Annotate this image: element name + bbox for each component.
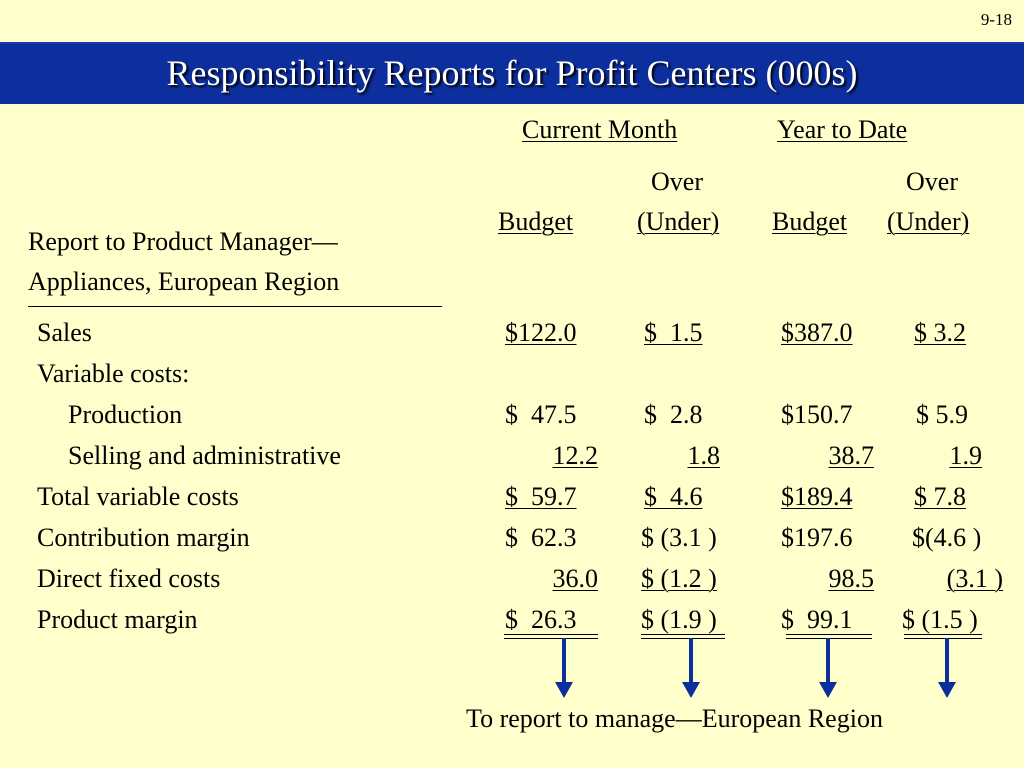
row-label-product-margin: Product margin: [37, 605, 198, 634]
cell-contribution-ytd-over: $(4.6 ): [912, 523, 982, 552]
cm-under-header: (Under): [637, 207, 720, 236]
year-to-date-header: Year to Date: [777, 115, 908, 144]
cell-selling-cm-over: 1.8: [687, 441, 721, 470]
row-label-total-variable: Total variable costs: [37, 482, 239, 511]
cell-product-margin-cm-budget: $ 26.3: [505, 605, 577, 634]
ytd-under-header: (Under): [887, 207, 970, 236]
arrow-down-icon: [819, 638, 837, 698]
slide-title: Responsibility Reports for Profit Center…: [166, 53, 858, 93]
row-label-direct-fixed: Direct fixed costs: [37, 564, 221, 593]
cell-production-cm-over: $ 2.8: [644, 400, 703, 429]
cell-sales-ytd-over: $ 3.2: [914, 318, 966, 347]
cm-budget-header: Budget: [498, 207, 574, 236]
cell-sales-cm-over: $ 1.5: [644, 318, 703, 347]
cell-production-ytd-over: $ 5.9: [916, 400, 968, 429]
cm-over-header: Over: [651, 167, 703, 196]
double-underline-ytd-over: [904, 634, 982, 639]
double-underline-cm-over: [641, 634, 725, 639]
cell-total-variable-cm-over: $ 4.6: [644, 482, 703, 511]
cell-selling-ytd-over: 1.9: [949, 441, 983, 470]
cell-total-variable-ytd-budget: $189.4: [781, 482, 853, 511]
cell-production-cm-budget: $ 47.5: [505, 400, 577, 429]
ytd-over-header: Over: [906, 167, 958, 196]
arrow-down-icon: [682, 638, 700, 698]
cell-selling-ytd-budget: 38.7: [828, 441, 875, 470]
cell-product-margin-ytd-budget: $ 99.1: [781, 605, 853, 634]
arrow-down-icon: [555, 638, 573, 698]
cell-contribution-ytd-budget: $197.6: [781, 523, 853, 552]
cell-contribution-cm-over: $ (3.1 ): [641, 523, 717, 552]
arrow-down-icon: [938, 638, 956, 698]
report-label-line1: Report to Product Manager—: [28, 227, 338, 256]
row-label-production: Production: [68, 400, 183, 429]
current-month-header: Current Month: [522, 115, 678, 144]
cell-production-ytd-budget: $150.7: [781, 400, 853, 429]
cell-sales-cm-budget: $122.0: [505, 318, 577, 347]
double-underline-cm-budget: [504, 634, 598, 639]
title-bar: Responsibility Reports for Profit Center…: [0, 42, 1024, 104]
ytd-budget-header: Budget: [772, 207, 848, 236]
row-label-selling-admin: Selling and administrative: [68, 441, 341, 470]
cell-direct-fixed-ytd-budget: 98.5: [828, 564, 875, 593]
cell-direct-fixed-cm-budget: 36.0: [552, 564, 599, 593]
cell-direct-fixed-ytd-over: (3.1 ): [946, 564, 1003, 593]
cell-selling-cm-budget: 12.2: [552, 441, 599, 470]
cell-total-variable-ytd-over: $ 7.8: [914, 482, 966, 511]
cell-product-margin-cm-over: $ (1.9 ): [641, 605, 717, 634]
row-label-sales: Sales: [37, 318, 92, 347]
cell-direct-fixed-cm-over: $ (1.2 ): [641, 564, 717, 593]
slide-number: 9-18: [980, 10, 1012, 29]
row-label-variable-costs: Variable costs:: [37, 359, 190, 388]
cell-total-variable-cm-budget: $ 59.7: [505, 482, 577, 511]
cell-contribution-cm-budget: $ 62.3: [505, 523, 577, 552]
report-label-line2: Appliances, European Region: [28, 267, 340, 296]
row-label-contribution: Contribution margin: [37, 523, 250, 552]
cell-sales-ytd-budget: $387.0: [781, 318, 853, 347]
footer-note: To report to manage—European Region: [466, 704, 883, 733]
cell-product-margin-ytd-over: $ (1.5 ): [902, 605, 978, 634]
header-rule: [28, 306, 442, 307]
